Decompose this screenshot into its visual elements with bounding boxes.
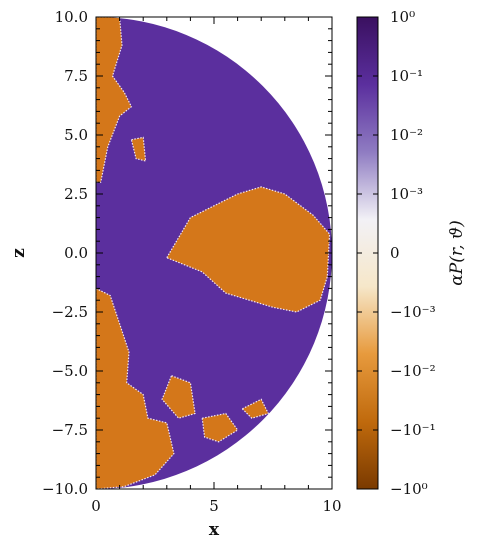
x-axis-ticks: 0 5 10 — [91, 17, 342, 515]
x-tick-label: 10 — [322, 497, 341, 515]
colorbar-tick-label: −10⁰ — [390, 480, 428, 498]
colorbar-tick-label: −10⁻³ — [390, 303, 436, 321]
colorbar-tick-label: 0 — [390, 244, 400, 262]
colorbar-tick-label: 10⁻² — [390, 126, 423, 144]
y-tick-label: −7.5 — [52, 421, 88, 439]
y-tick-label: 2.5 — [64, 185, 88, 203]
y-tick-label: 5.0 — [64, 126, 88, 144]
colorbar-tick-label: −10⁻¹ — [390, 421, 436, 439]
region-polar-negative-strip-south — [96, 287, 175, 489]
x-axis-label: x — [209, 520, 220, 540]
y-tick-label: 10.0 — [55, 8, 88, 26]
negative-regions — [96, 17, 331, 489]
colorbar-tick-label: 10⁻³ — [390, 185, 423, 203]
plot-area — [95, 16, 333, 490]
region-equatorial-negative-lobe — [165, 186, 331, 313]
region-south-patch-a — [161, 374, 196, 419]
colorbar-tick-label: 10⁻¹ — [390, 67, 423, 85]
x-tick-label: 5 — [209, 497, 219, 515]
y-axis-label: z — [9, 248, 29, 258]
colorbar-tick-label: −10⁻² — [390, 362, 436, 380]
y-tick-label: −5.0 — [52, 362, 88, 380]
colorbar-tick-label: 10⁰ — [390, 8, 415, 26]
region-south-patch-b — [201, 412, 239, 443]
region-south-patch-c — [241, 398, 270, 419]
region-north-small-patch — [130, 136, 147, 162]
y-tick-label: −2.5 — [52, 303, 88, 321]
y-axis-ticks: 10.0 7.5 5.0 2.5 0.0 −2.5 −5.0 −7.5 −10.0 — [42, 8, 332, 498]
colorbar-label: αP(r, ϑ) — [447, 220, 467, 285]
y-tick-label: −10.0 — [42, 480, 88, 498]
colorbar: 10⁰ 10⁻¹ 10⁻² 10⁻³ 0 −10⁻³ −10⁻² −10⁻¹ −10⁰ αP(r… — [356, 8, 467, 498]
x-tick-label: 0 — [91, 497, 101, 515]
colorbar-ticks: 10⁰ 10⁻¹ 10⁻² 10⁻³ 0 −10⁻³ −10⁻² −10⁻¹ −10⁰ — [357, 8, 436, 498]
region-polar-negative-strip-north — [96, 17, 133, 183]
y-tick-label: 7.5 — [64, 67, 88, 85]
y-tick-label: 0.0 — [64, 244, 88, 262]
